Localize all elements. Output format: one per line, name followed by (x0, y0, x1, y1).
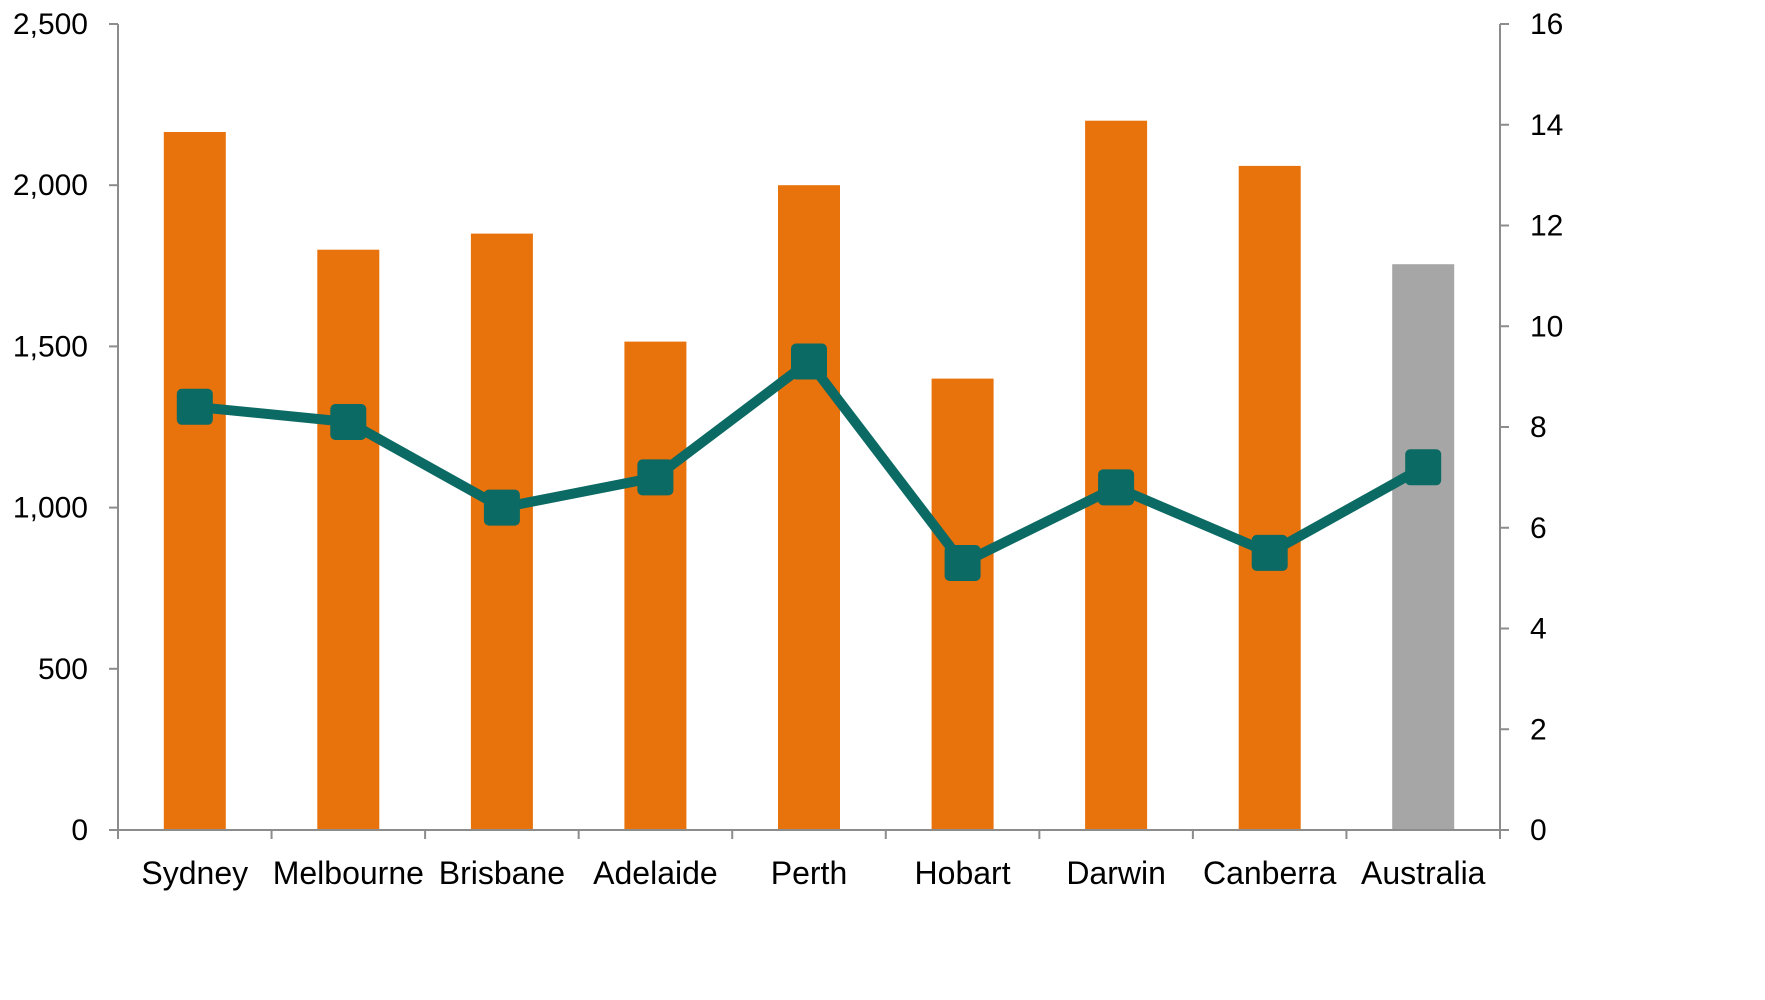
bar-perth (778, 185, 840, 830)
line-marker-canberra (1251, 534, 1288, 571)
bar-canberra (1238, 165, 1301, 830)
x-axis-category-label: Hobart (915, 855, 1011, 891)
line-marker-australia (1405, 449, 1442, 486)
x-axis-category-label: Adelaide (593, 855, 718, 891)
x-axis-category-label: Darwin (1066, 855, 1166, 891)
left-axis-tick-label: 1,000 (13, 492, 88, 525)
right-axis-tick-label: 14 (1530, 109, 1563, 142)
x-axis-category-label: Brisbane (439, 855, 565, 891)
left-axis-tick-label: 1,500 (13, 330, 88, 363)
x-axis-category-label: Perth (771, 855, 847, 891)
line-marker-darwin (1098, 469, 1135, 506)
x-axis-category-label: Melbourne (273, 855, 424, 891)
right-axis-tick-label: 0 (1530, 814, 1547, 847)
x-axis-category-label: Sydney (141, 855, 248, 891)
line-marker-adelaide (637, 459, 674, 496)
right-axis-tick-label: 2 (1530, 713, 1547, 746)
right-axis-tick-label: 10 (1530, 310, 1563, 343)
bar-australia (1392, 264, 1455, 830)
left-axis-tick-label: 500 (38, 653, 88, 686)
x-axis-category-label: Australia (1361, 855, 1486, 891)
x-axis-category-label: Canberra (1203, 855, 1337, 891)
bar-melbourne (317, 249, 380, 830)
line-marker-hobart (944, 545, 981, 581)
bar-hobart (931, 378, 994, 830)
bar-sydney (163, 132, 226, 830)
line-marker-sydney (176, 388, 213, 425)
bars-layer (163, 120, 1455, 831)
line-marker-perth (791, 343, 827, 380)
line-marker-melbourne (330, 404, 367, 440)
bar-adelaide (624, 341, 687, 830)
right-axis-tick-label: 12 (1530, 210, 1563, 243)
right-axis-tick-label: 6 (1530, 512, 1547, 545)
left-axis-tick-label: 0 (71, 814, 88, 847)
line-marker-brisbane (483, 489, 520, 526)
labels-layer: 0 500 1,000 1,500 2,000 2,500 0 2 4 6 8 10 12 14 16 Syd… (13, 8, 1563, 891)
line-layer (176, 343, 1442, 581)
left-axis-tick-label: 2,500 (13, 8, 88, 41)
right-axis-tick-label: 8 (1530, 411, 1547, 444)
bar-brisbane (470, 233, 533, 831)
right-axis-tick-label: 4 (1530, 613, 1547, 646)
right-axis-tick-label: 16 (1530, 8, 1563, 41)
left-axis-tick-label: 2,000 (13, 169, 88, 202)
axes-layer (109, 23, 1509, 839)
